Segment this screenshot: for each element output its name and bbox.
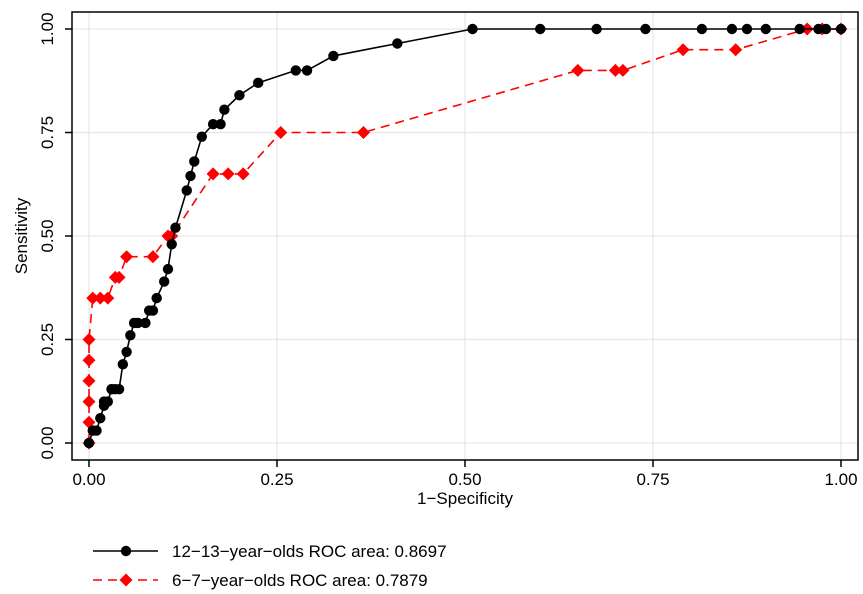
- data-point: [86, 291, 100, 305]
- data-point: [147, 305, 159, 316]
- data-point: [290, 65, 301, 76]
- data-point: [640, 23, 651, 35]
- data-point: [82, 395, 96, 409]
- x-tick-label: 0.00: [72, 470, 105, 489]
- data-point: [356, 126, 370, 139]
- legend-label: 6−7−year−olds ROC area: 0.7879: [172, 571, 428, 590]
- data-point: [140, 317, 151, 329]
- data-point: [207, 119, 219, 130]
- data-point: [835, 23, 847, 35]
- data-point: [392, 38, 403, 49]
- data-point: [571, 63, 585, 77]
- x-tick-label: 0.75: [636, 470, 669, 489]
- data-point: [95, 412, 106, 424]
- data-point: [159, 276, 170, 287]
- data-point: [125, 330, 136, 341]
- y-tick-label: 1.00: [38, 12, 57, 45]
- data-point: [676, 43, 690, 57]
- data-point: [760, 23, 771, 35]
- data-point: [121, 346, 132, 358]
- data-point: [236, 167, 250, 181]
- data-point: [101, 291, 115, 305]
- data-point: [166, 239, 177, 250]
- data-point: [151, 292, 162, 304]
- series-layer: [82, 22, 848, 450]
- legend-entry: 12−13−year−olds ROC area: 0.8697: [93, 542, 447, 561]
- data-point: [83, 437, 95, 449]
- data-point: [328, 50, 339, 62]
- y-tick-label: 0.00: [38, 426, 57, 459]
- data-point: [608, 63, 622, 77]
- data-point: [696, 23, 708, 35]
- data-point: [215, 119, 226, 130]
- data-point: [102, 396, 114, 407]
- data-point: [189, 156, 200, 167]
- data-point: [82, 353, 96, 367]
- data-point: [729, 43, 743, 57]
- data-point: [794, 23, 805, 35]
- data-point: [301, 65, 313, 76]
- data-point: [93, 291, 107, 305]
- data-point: [181, 185, 192, 196]
- data-point: [741, 23, 753, 35]
- axes: 0.00 0.25 0.50 0.75 1.00 0.00 0.25 0.50 0.75 1.00: [38, 12, 858, 489]
- x-tick-label: 0.25: [260, 470, 293, 489]
- legend-entry: 6−7−year−olds ROC area: 0.7879: [93, 571, 428, 590]
- y-tick-label: 0.50: [38, 219, 57, 252]
- data-point: [91, 425, 102, 436]
- data-point: [467, 23, 478, 35]
- data-point: [221, 167, 235, 181]
- data-point: [112, 270, 126, 284]
- data-point: [591, 23, 602, 35]
- data-point: [274, 126, 288, 139]
- x-axis-title: 1−Specificity: [417, 489, 513, 508]
- x-tick-label: 0.50: [448, 470, 481, 489]
- y-tick-label: 0.75: [38, 116, 57, 149]
- data-point: [535, 23, 546, 35]
- data-point: [185, 170, 196, 182]
- series-circle: [83, 23, 847, 449]
- legend-marker: [120, 545, 132, 557]
- legend-marker: [119, 573, 133, 587]
- data-point: [234, 90, 245, 101]
- data-point: [253, 77, 264, 89]
- data-point: [113, 383, 125, 395]
- data-point: [82, 333, 96, 346]
- data-point: [120, 250, 134, 264]
- data-point: [813, 23, 824, 35]
- data-point: [726, 23, 738, 35]
- legend: 12−13−year−olds ROC area: 0.8697 6−7−year…: [93, 542, 447, 590]
- data-point: [616, 63, 630, 77]
- data-point: [117, 359, 129, 370]
- data-point: [132, 317, 144, 329]
- data-point: [146, 250, 160, 264]
- data-point: [170, 222, 181, 233]
- legend-label: 12−13−year−olds ROC area: 0.8697: [172, 542, 447, 561]
- x-tick-label: 1.00: [824, 470, 857, 489]
- data-point: [82, 374, 96, 388]
- data-point: [820, 23, 832, 35]
- y-tick-label: 0.25: [38, 323, 57, 356]
- data-point: [206, 167, 220, 181]
- data-point: [162, 263, 174, 275]
- y-axis-title: Sensitivity: [12, 197, 31, 274]
- data-point: [196, 131, 207, 142]
- data-point: [219, 104, 230, 115]
